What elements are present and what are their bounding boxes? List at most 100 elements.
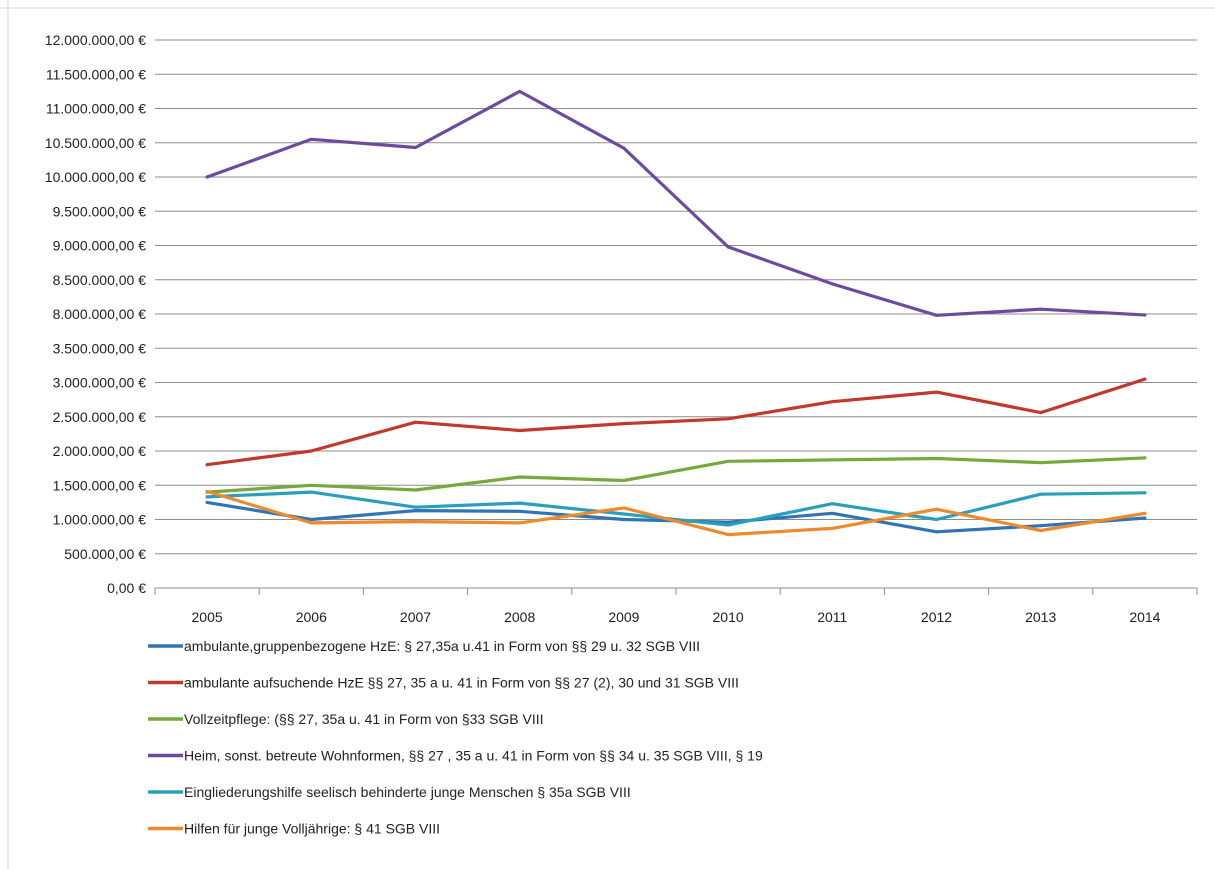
data-point — [309, 521, 313, 525]
data-point — [622, 146, 626, 150]
data-point — [726, 417, 730, 421]
y-tick-label: 9.000.000,00 € — [53, 238, 147, 254]
data-point — [205, 489, 209, 493]
x-tick-label: 2005 — [192, 609, 223, 625]
data-point — [309, 518, 313, 521]
data-point — [1039, 524, 1043, 528]
data-point — [414, 520, 417, 524]
x-tick-label: 2006 — [296, 609, 327, 625]
data-point — [622, 422, 626, 426]
y-tick-label: 1.500.000,00 € — [53, 477, 147, 493]
data-point — [1143, 456, 1147, 460]
data-point — [309, 490, 313, 494]
x-tick-label: 2012 — [921, 609, 952, 625]
data-point — [830, 282, 834, 286]
data-point — [935, 457, 938, 461]
data-point — [1039, 307, 1043, 311]
data-point — [830, 400, 834, 404]
data-point — [622, 478, 626, 482]
series-line — [205, 377, 1147, 467]
x-tick-label: 2010 — [713, 609, 744, 625]
data-point — [518, 501, 522, 505]
legend-label: ambulante,gruppenbezogene HzE: § 27,35a … — [184, 638, 700, 654]
data-point — [726, 520, 730, 524]
data-point — [1143, 377, 1147, 381]
x-tick-label: 2014 — [1129, 609, 1160, 625]
data-point — [726, 459, 730, 463]
y-tick-label: 2.000.000,00 € — [53, 443, 147, 459]
data-point — [1039, 528, 1043, 532]
data-point — [935, 390, 938, 394]
y-tick-label: 8.000.000,00 € — [53, 306, 147, 322]
x-tick-label: 2009 — [608, 609, 639, 625]
y-tick-label: 10.500.000,00 € — [45, 135, 146, 151]
data-point — [205, 175, 209, 179]
legend-label: Hilfen für junge Volljährige: § 41 SGB V… — [184, 821, 440, 837]
data-point — [1143, 516, 1147, 520]
data-point — [518, 521, 522, 525]
y-tick-label: 3.500.000,00 € — [53, 340, 147, 356]
data-point — [726, 533, 730, 537]
data-point — [830, 458, 834, 462]
y-tick-label: 8.500.000,00 € — [53, 272, 147, 288]
data-point — [518, 428, 522, 432]
data-point — [414, 509, 417, 513]
series-line — [205, 489, 1147, 537]
y-tick-label: 11.500.000,00 € — [46, 66, 146, 82]
data-point — [205, 495, 209, 499]
y-tick-label: 3.000.000,00 € — [53, 375, 147, 391]
legend-label: Eingliederungshilfe seelisch behinderte … — [184, 784, 631, 800]
data-point — [414, 488, 417, 492]
data-point — [1039, 461, 1043, 465]
data-point — [830, 502, 834, 506]
x-tick-label: 2013 — [1025, 609, 1056, 625]
x-tick-label: 2008 — [504, 609, 535, 625]
x-tick-label: 2011 — [817, 609, 847, 625]
legend-label: Vollzeitpflege: (§§ 27, 35a u. 41 in For… — [184, 711, 544, 727]
data-point — [205, 500, 209, 504]
data-point — [935, 313, 938, 317]
data-point — [518, 475, 522, 479]
data-point — [309, 483, 313, 487]
data-point — [414, 146, 417, 150]
series-line — [205, 500, 1147, 534]
y-tick-label: 0,00 € — [107, 580, 146, 596]
data-point — [1143, 511, 1147, 515]
data-point — [935, 507, 938, 511]
data-point — [1039, 411, 1043, 415]
y-tick-label: 12.000.000,00 € — [45, 32, 146, 48]
y-tick-label: 2.500.000,00 € — [53, 409, 147, 425]
y-tick-label: 10.000.000,00 € — [45, 169, 146, 185]
legend-label: Heim, sonst. betreute Wohnformen, §§ 27 … — [184, 748, 763, 764]
data-point — [1143, 491, 1147, 495]
data-point — [205, 463, 209, 467]
data-point — [622, 506, 626, 510]
data-point — [622, 518, 626, 521]
data-point — [1039, 492, 1043, 496]
data-point — [622, 512, 626, 516]
y-tick-label: 11.000.000,00 € — [46, 101, 146, 117]
data-point — [830, 511, 834, 515]
series-line — [205, 456, 1147, 494]
data-point — [1143, 313, 1147, 317]
legend-label: ambulante aufsuchende HzE §§ 27, 35 a u.… — [184, 675, 739, 691]
data-point — [830, 526, 834, 530]
data-point — [414, 420, 417, 424]
y-tick-label: 9.500.000,00 € — [53, 203, 147, 219]
data-point — [518, 509, 522, 513]
data-point — [726, 523, 730, 527]
series-line — [205, 89, 1147, 317]
y-tick-label: 500.000,00 € — [64, 546, 146, 562]
data-point — [935, 518, 938, 521]
y-tick-label: 1.000.000,00 € — [53, 512, 147, 528]
series-line — [205, 490, 1147, 527]
data-point — [309, 137, 313, 141]
data-point — [726, 245, 730, 249]
data-point — [414, 505, 417, 509]
data-point — [935, 530, 938, 534]
data-point — [309, 449, 313, 453]
x-tick-label: 2007 — [400, 609, 431, 625]
data-point — [518, 89, 522, 93]
